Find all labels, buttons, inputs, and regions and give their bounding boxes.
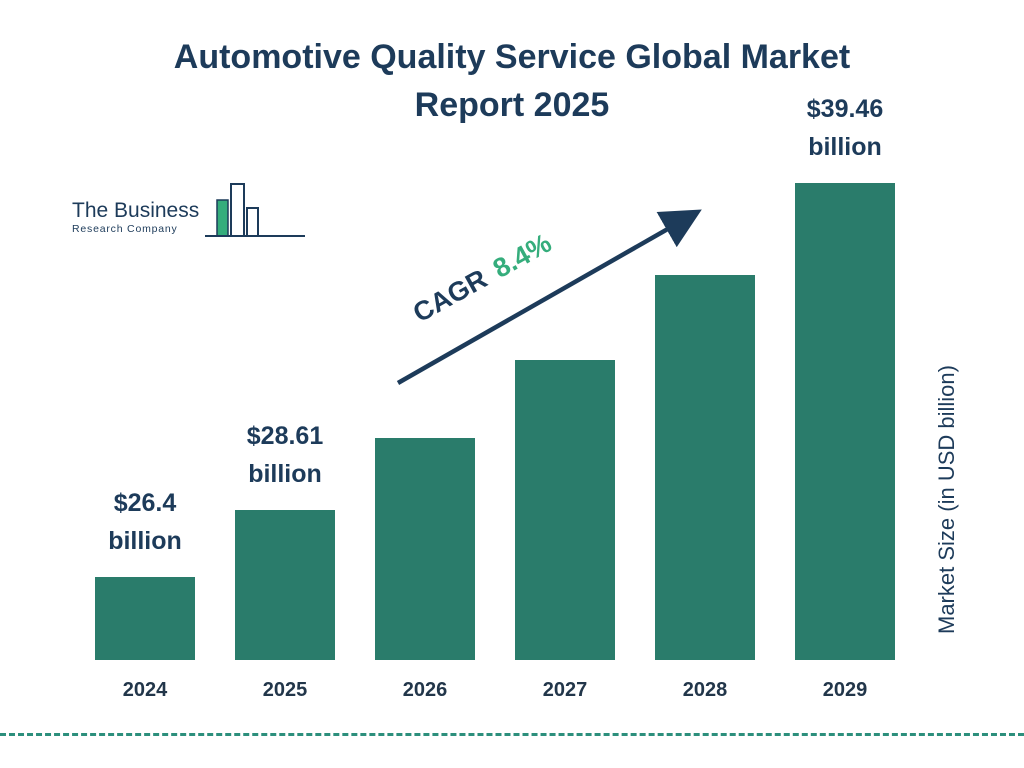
company-logo: The Business Research Company bbox=[72, 178, 306, 249]
page-title-line2: Report 2025 bbox=[414, 85, 610, 124]
bar-value-label-2024: $26.4 billion bbox=[108, 488, 182, 556]
x-axis-label-2026: 2026 bbox=[402, 679, 448, 701]
company-name-secondary: Research Company bbox=[72, 223, 178, 235]
x-axis-label-2028: 2028 bbox=[682, 679, 728, 701]
bar-value-label-2029: $39.46 billion bbox=[806, 94, 884, 162]
company-name: The Business bbox=[72, 199, 200, 222]
bar-group-2029: $39.46 billion 2029 bbox=[795, 95, 895, 701]
x-axis-label-2029: 2029 bbox=[822, 679, 868, 701]
page-title-line1: Automotive Quality Service Global Market bbox=[173, 38, 851, 76]
company-logo-text: The Business Research Company bbox=[72, 199, 199, 249]
bar-2029 bbox=[795, 183, 895, 660]
bar-2028 bbox=[655, 275, 755, 660]
bar-group-2024: $26.4 billion 2024 bbox=[95, 183, 195, 701]
bottom-dashed-divider bbox=[0, 733, 1024, 736]
bar-group-2026: 2026 bbox=[375, 183, 475, 701]
bar-2024 bbox=[95, 577, 195, 660]
bar-group-2027: 2027 bbox=[515, 183, 615, 701]
bar-value-label-2025: $28.61 billion bbox=[246, 421, 324, 489]
bar-group-2028: 2028 bbox=[655, 183, 755, 701]
page-title: Automotive Quality Service Global Market… bbox=[0, 34, 1024, 129]
bar-chart-logo-icon bbox=[205, 178, 306, 249]
x-axis-label-2025: 2025 bbox=[262, 679, 308, 701]
bar-group-2025: $28.61 billion 2025 bbox=[235, 183, 335, 701]
x-axis-label-2024: 2024 bbox=[122, 679, 168, 701]
x-axis-label-2027: 2027 bbox=[542, 679, 588, 701]
bar-2026 bbox=[375, 438, 475, 660]
y-axis-label: Market Size (in USD billion) bbox=[934, 365, 959, 635]
bar-2027 bbox=[515, 360, 615, 660]
bar-2025 bbox=[235, 510, 335, 660]
bars: $26.4 billion 2024 $28.61 billion 2025 2026 202… bbox=[95, 95, 895, 701]
